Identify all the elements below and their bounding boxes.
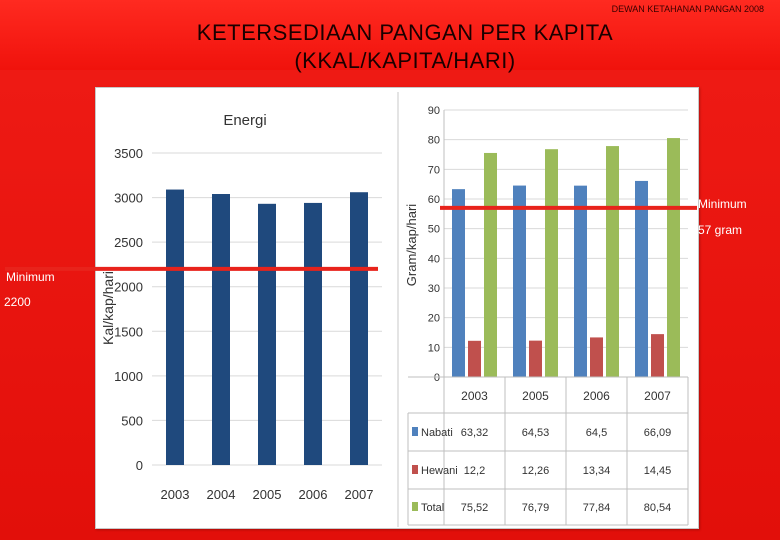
energy-x-tick-label: 2004 xyxy=(207,487,236,502)
protein-bar-nabati xyxy=(635,180,648,377)
protein-y-tick-label: 40 xyxy=(428,253,440,265)
protein-y-tick-label: 60 xyxy=(428,194,440,206)
protein-x-tick-label: 2003 xyxy=(461,389,488,403)
table-cell-value: 12,26 xyxy=(522,465,550,477)
energy-y-tick-label: 1500 xyxy=(114,324,143,339)
protein-bar-total xyxy=(667,138,680,377)
title-band xyxy=(0,0,780,70)
legend-swatch-hewani xyxy=(412,465,418,474)
protein-bar-nabati xyxy=(513,185,526,377)
protein-bar-hewani xyxy=(590,337,603,377)
protein-y-tick-label: 20 xyxy=(428,313,440,325)
energy-y-tick-label: 3500 xyxy=(114,146,143,161)
energy-y-tick-label: 500 xyxy=(121,413,143,428)
energy-minimum-value: 2200 xyxy=(4,295,31,309)
energy-bar xyxy=(304,202,322,466)
energy-minimum-label: Minimum xyxy=(6,270,55,284)
protein-bar-hewani xyxy=(529,340,542,377)
table-cell-value: 14,45 xyxy=(644,465,672,477)
protein-bar-hewani xyxy=(468,340,481,377)
energy-y-tick-label: 2500 xyxy=(114,235,143,250)
protein-bar-nabati xyxy=(452,189,465,377)
protein-y-tick-label: 70 xyxy=(428,164,440,176)
legend-label-hewani: Hewani xyxy=(421,465,458,477)
energy-x-tick-label: 2005 xyxy=(253,487,282,502)
protein-x-tick-label: 2007 xyxy=(644,389,671,403)
energy-x-tick-label: 2003 xyxy=(161,487,190,502)
protein-y-tick-label: 50 xyxy=(428,224,440,236)
protein-y-tick-label: 90 xyxy=(428,105,440,117)
energy-x-tick-label: 2007 xyxy=(345,487,374,502)
energy-y-tick-label: 3000 xyxy=(114,191,143,206)
table-cell-value: 76,79 xyxy=(522,502,550,514)
energy-y-tick-label: 0 xyxy=(136,458,143,473)
protein-bar-hewani xyxy=(651,334,664,377)
table-cell-value: 12,2 xyxy=(464,465,485,477)
energy-bar xyxy=(166,189,184,465)
protein-y-axis-label: Gram/kap/hari xyxy=(404,204,419,286)
table-cell-value: 64,5 xyxy=(586,427,607,439)
protein-bar-total xyxy=(606,146,619,377)
legend-label-total: Total xyxy=(421,502,444,514)
legend-swatch-total xyxy=(412,502,418,511)
slide-title-line1: KETERSEDIAAN PANGAN PER KAPITA xyxy=(196,20,614,45)
table-cell-value: 77,84 xyxy=(583,502,611,514)
energy-y-axis-label: Kal/kap/hari xyxy=(100,271,116,345)
chart-panel xyxy=(95,87,699,529)
protein-x-tick-label: 2006 xyxy=(583,389,610,403)
energy-x-tick-label: 2006 xyxy=(299,487,328,502)
protein-y-tick-label: 30 xyxy=(428,283,440,295)
energy-bar xyxy=(350,192,368,466)
protein-minimum-label: Minimum xyxy=(698,197,747,211)
energy-y-tick-label: 2000 xyxy=(114,280,143,295)
table-cell-value: 63,32 xyxy=(461,427,489,439)
table-cell-value: 64,53 xyxy=(522,427,550,439)
legend-label-nabati: Nabati xyxy=(421,427,453,439)
protein-bar-total xyxy=(484,152,497,377)
protein-y-tick-label: 10 xyxy=(428,342,440,354)
energy-y-tick-label: 1000 xyxy=(114,369,143,384)
energy-bar xyxy=(258,203,276,465)
energy-bar xyxy=(212,194,230,465)
protein-bar-total xyxy=(545,149,558,377)
table-cell-value: 75,52 xyxy=(461,502,489,514)
protein-minimum-value: 57 gram xyxy=(698,223,743,237)
legend-swatch-nabati xyxy=(412,427,418,436)
protein-y-tick-label: 0 xyxy=(434,372,440,384)
table-cell-value: 66,09 xyxy=(644,427,672,439)
header-note: DEWAN KETAHANAN PANGAN 2008 xyxy=(611,4,764,14)
protein-bar-nabati xyxy=(574,185,587,377)
table-cell-value: 80,54 xyxy=(644,502,672,514)
protein-y-tick-label: 80 xyxy=(428,135,440,147)
energy-chart-title: Energi xyxy=(223,112,266,129)
table-cell-value: 13,34 xyxy=(583,465,611,477)
slide-title-line2: (KKAL/KAPITA/HARI) xyxy=(294,48,516,73)
protein-x-tick-label: 2005 xyxy=(522,389,549,403)
